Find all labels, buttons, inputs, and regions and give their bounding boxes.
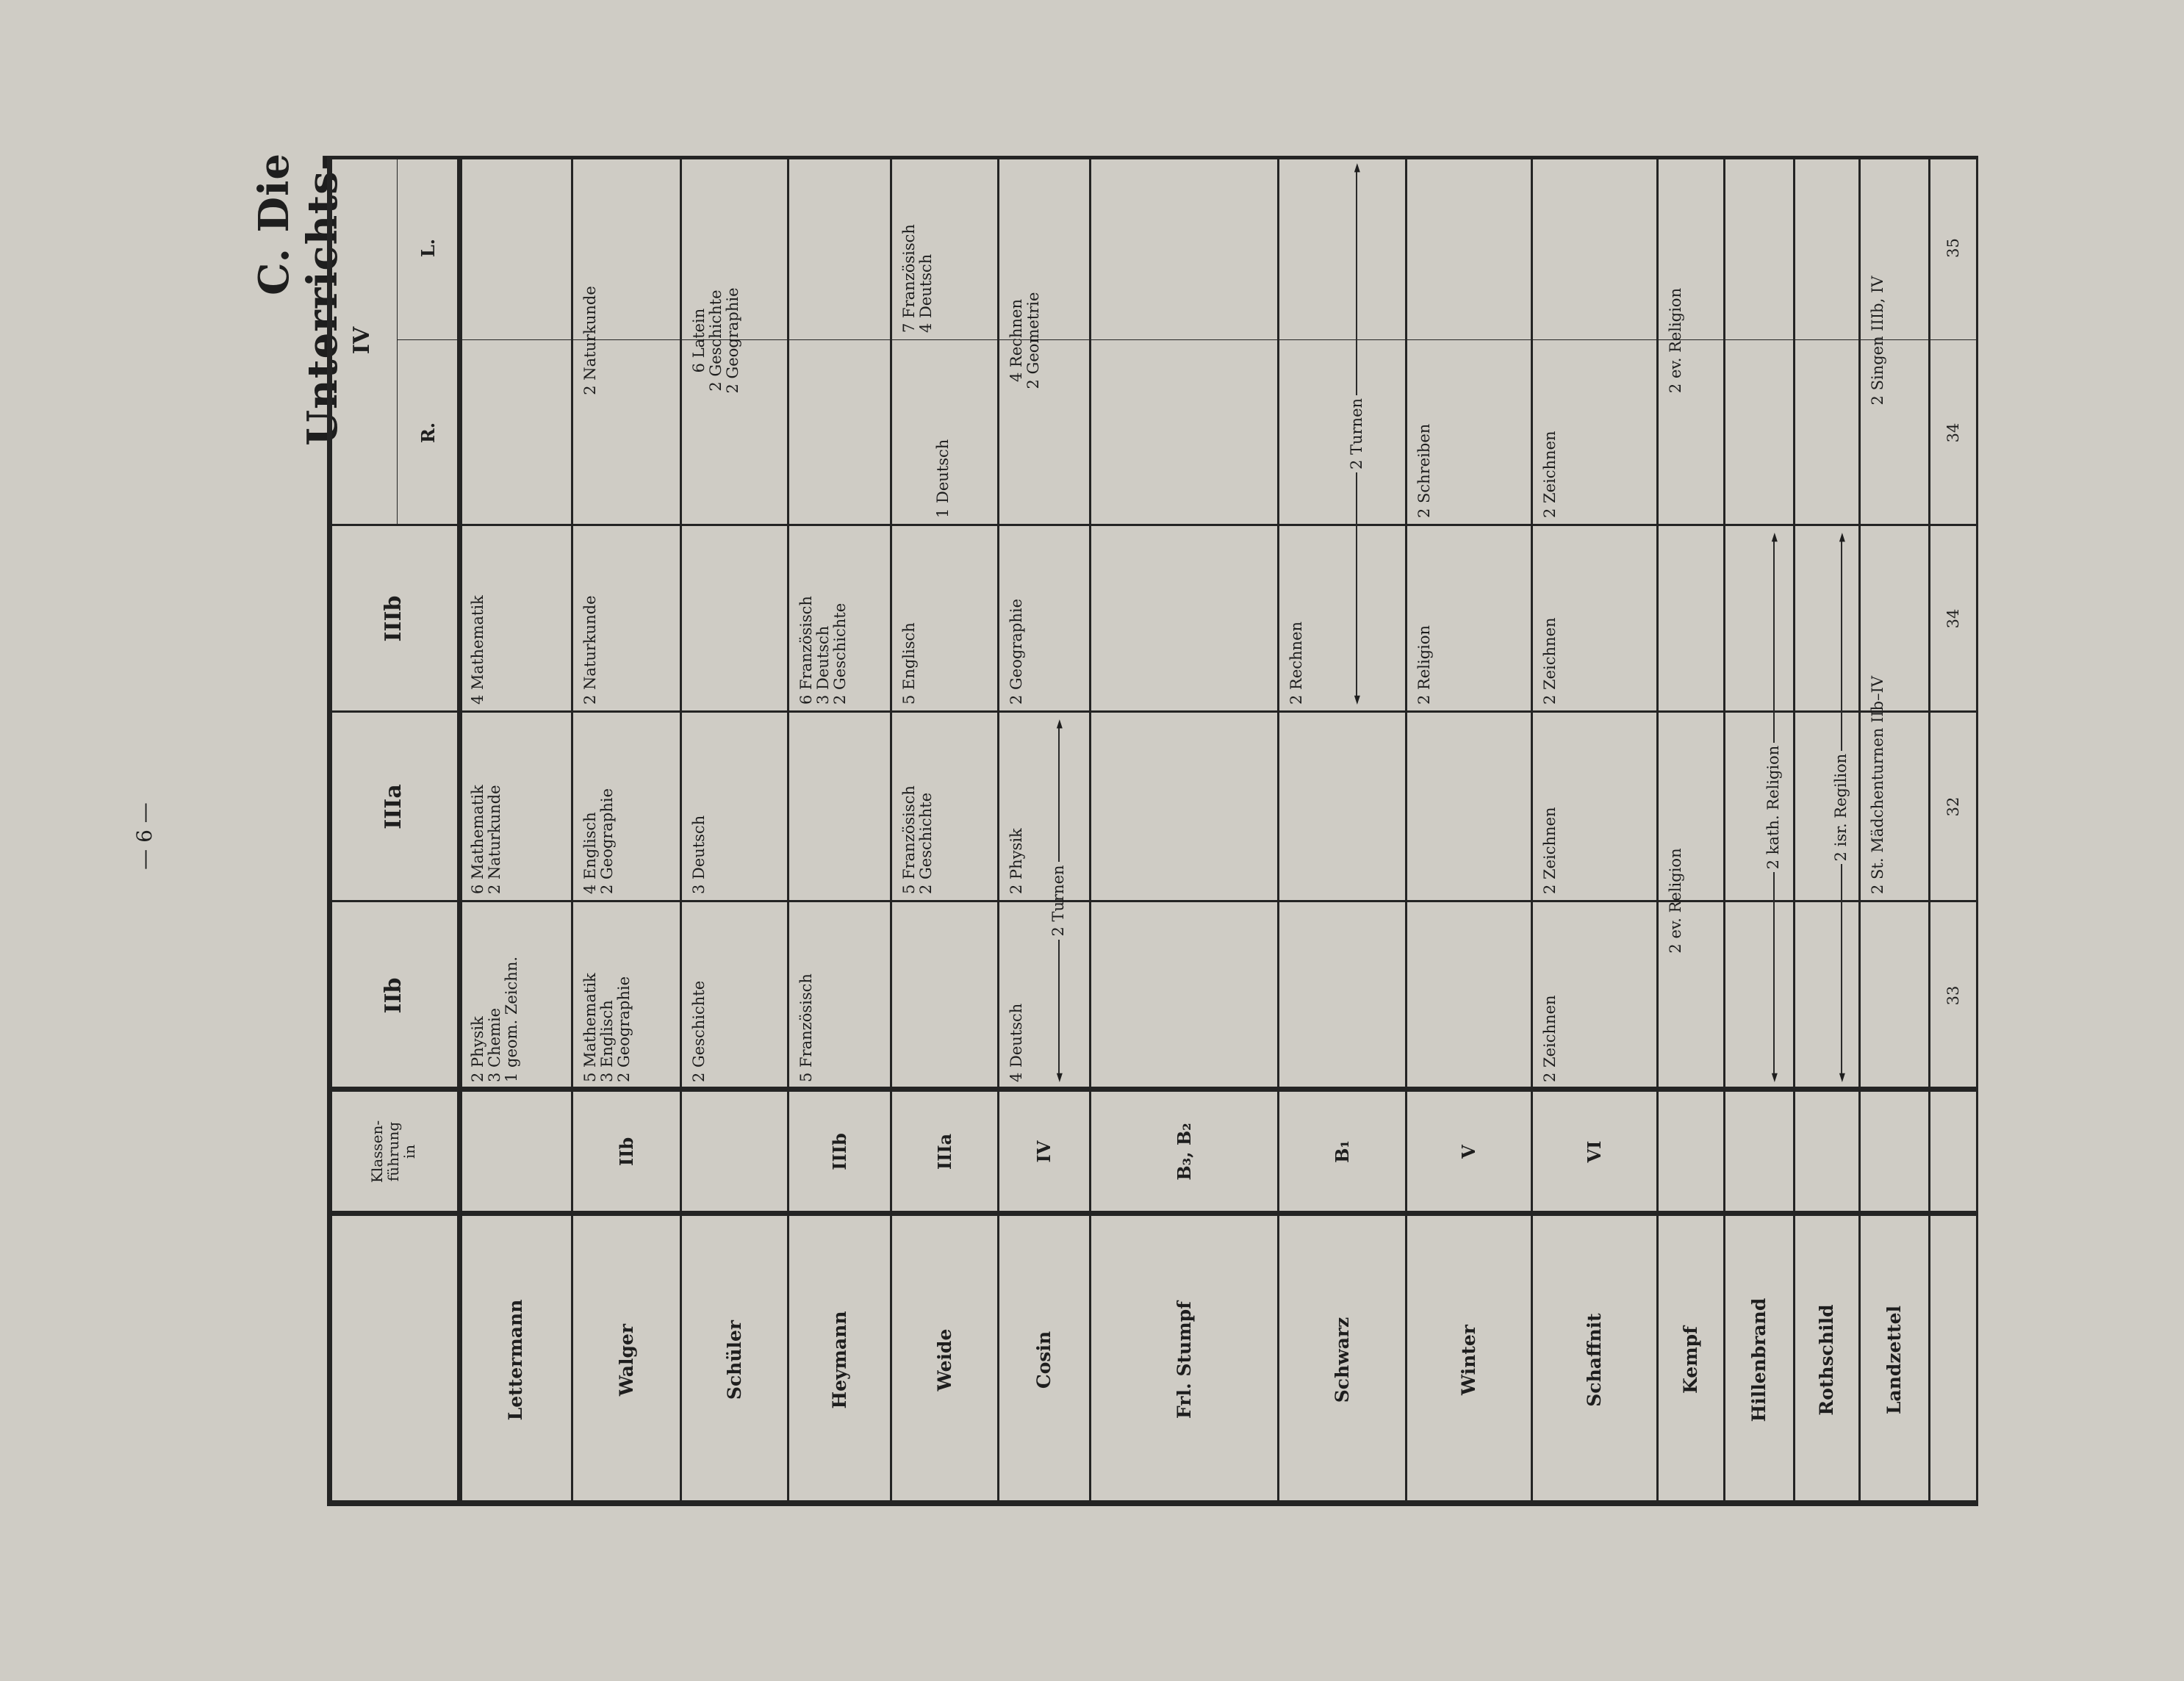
lesson-entry: 2 kath. Religion: [1764, 745, 1782, 870]
teacher-name: Lettermann: [505, 1299, 526, 1421]
lesson-entry: 2 Turnen: [1347, 397, 1365, 470]
lesson-entry: 2 Naturkunde: [581, 595, 599, 705]
lesson-span-arrow: ◄ 2 isr. Regilion ►: [1794, 525, 1859, 1090]
lesson-entry: 5 Mathematik 3 Englisch 2 Geographie: [581, 973, 633, 1082]
timetable: Klassen- führung in IIb IIIa IIIb IV R. L. Lett…: [327, 156, 1978, 1506]
teacher-name: Rothschild: [1816, 1304, 1837, 1416]
lesson-entry: 2 Schreiben: [1415, 423, 1433, 518]
lesson-entry: 3 Deutsch: [690, 815, 708, 894]
class-lead: VI: [1584, 1140, 1605, 1163]
lesson-entry: 2 Physik 3 Chemie 1 geom. Zeichn.: [469, 956, 520, 1082]
lesson-span-arrow: ◄ 2 Turnen ►: [1278, 156, 1406, 712]
teacher-name: Schwarz: [1331, 1317, 1353, 1403]
lesson-entry: 7 Französisch 4 Deutsch: [900, 224, 935, 333]
lesson-entry: 4 Rechnen 2 Geometrie: [1007, 292, 1042, 389]
class-lead: IV: [1033, 1140, 1055, 1163]
teacher-name: Hillenbrand: [1748, 1297, 1770, 1422]
class-lead: IIIa: [933, 1133, 955, 1170]
arrow-left-icon: ◄: [1833, 1073, 1848, 1082]
span-line: [1356, 472, 1357, 696]
class-lead: [1657, 1090, 1724, 1214]
total-hours-IV_L: 35: [1944, 238, 1962, 258]
teacher-name: Weide: [933, 1328, 955, 1392]
class-lead: [680, 1090, 788, 1214]
lesson-span-arrow: ◄ 2 Turnen ►: [998, 712, 1090, 1090]
lesson-entry: 2 ev. Religion: [1667, 287, 1684, 394]
span-line: [1057, 939, 1060, 1073]
arrow-right-icon: ►: [1766, 532, 1781, 542]
span-line: [1356, 172, 1357, 395]
arrow-left-icon: ◄: [1349, 695, 1363, 705]
arrow-right-icon: ►: [1051, 719, 1066, 729]
span-line: [1772, 541, 1775, 743]
header-IV-L: L.: [417, 238, 439, 258]
class-lead: V: [1458, 1145, 1479, 1159]
class-lead: B₃, B₂: [1173, 1123, 1195, 1181]
span-line: [1772, 872, 1775, 1073]
teacher-name: Walger: [615, 1323, 637, 1397]
class-lead: [1724, 1090, 1794, 1214]
lesson-entry: 5 Französisch 2 Geschichte: [900, 785, 935, 894]
teacher-name: Landzettel: [1883, 1305, 1905, 1415]
teacher-name: Winter: [1458, 1325, 1479, 1395]
lesson-entry: 6 Französisch 3 Deutsch 2 Geschichte: [797, 596, 849, 705]
lesson-entry: 2 Zeichnen: [1541, 995, 1559, 1082]
lesson-entry: 1 Deutsch: [934, 439, 952, 518]
lesson-entry: 2 Zeichnen: [1541, 807, 1559, 894]
span-line: [1840, 864, 1842, 1073]
teacher-name: Cosin: [1033, 1331, 1055, 1389]
total-hours-IIb: 33: [1944, 985, 1962, 1006]
lesson-entry: 2 ev. Religion: [1667, 848, 1684, 954]
class-lead: [1859, 1090, 1929, 1214]
arrow-right-icon: ►: [1833, 533, 1848, 542]
total-hours-IIIb: 34: [1944, 608, 1962, 629]
page-number: — 6 —: [132, 802, 157, 870]
lesson-entry: 2 Zeichnen: [1541, 431, 1559, 518]
lesson-entry: 6 Latein 2 Geschichte 2 Geographie: [690, 287, 741, 394]
header-IV-R: R.: [417, 422, 439, 444]
lesson-entry: 2 Naturkunde: [581, 286, 599, 395]
lesson-entry: 5 Englisch: [900, 622, 918, 705]
lesson-entry: 2 Geographie: [1007, 599, 1025, 705]
lesson-entry: 2 isr. Regilion: [1832, 753, 1850, 862]
header-IIIb: IIIb: [380, 595, 406, 642]
arrow-right-icon: ►: [1349, 163, 1363, 173]
header-IIb: IIb: [380, 977, 406, 1014]
lesson-entry: 2 Religion: [1415, 624, 1433, 705]
header-IV: IV: [349, 326, 375, 355]
arrow-left-icon: ◄: [1051, 1073, 1066, 1082]
class-lead: B₁: [1331, 1140, 1353, 1163]
class-lead: [459, 1090, 572, 1214]
lesson-entry: 6 Mathematik 2 Naturkunde: [469, 785, 503, 894]
header-IIIa: IIIa: [380, 784, 406, 829]
total-hours-IIIa: 32: [1944, 796, 1962, 817]
class-lead: IIIb: [828, 1133, 850, 1170]
span-line: [1057, 728, 1060, 863]
teacher-name: Schaffnit: [1584, 1313, 1605, 1407]
class-lead: [1794, 1090, 1859, 1214]
teacher-name: Schüler: [723, 1320, 745, 1400]
header-klassenfuehrung: Klassen- führung in: [368, 1120, 418, 1184]
total-hours-IV_R: 34: [1944, 422, 1962, 443]
lesson-entry: 4 Englisch 2 Geographie: [581, 788, 616, 894]
arrow-left-icon: ◄: [1766, 1073, 1781, 1082]
class-lead: IIb: [615, 1137, 637, 1167]
lesson-entry: 4 Mathematik: [469, 595, 486, 705]
teacher-name: Kempf: [1680, 1326, 1701, 1394]
lesson-entry: 2 St. Mädchenturnen IIb–IV: [1869, 675, 1886, 894]
span-line: [1840, 541, 1842, 751]
lesson-entry: 5 Französisch: [797, 973, 815, 1082]
lesson-entry: 2 Singen IIIb, IV: [1869, 276, 1886, 406]
teacher-name: Heymann: [828, 1311, 850, 1409]
teacher-name: Frl. Stumpf: [1173, 1301, 1195, 1419]
lesson-entry: 2 Turnen: [1049, 865, 1067, 937]
lesson-entry: 2 Zeichnen: [1541, 617, 1559, 705]
lesson-span-arrow: ◄ 2 kath. Religion ►: [1724, 525, 1794, 1090]
lesson-entry: 2 Geschichte: [690, 980, 708, 1082]
